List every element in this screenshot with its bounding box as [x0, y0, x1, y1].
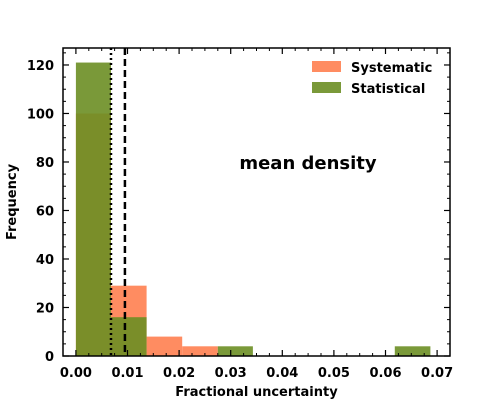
- legend: Systematic Statistical: [312, 61, 432, 97]
- y-axis-ticks: 0 20 40 60 80 100 120: [27, 52, 450, 365]
- bar-statistical-3: [394, 346, 431, 356]
- y-tick-label: 120: [27, 59, 54, 74]
- x-axis-label: Fractional uncertainty: [175, 385, 338, 400]
- x-tick-label: 0.02: [163, 366, 195, 381]
- x-tick-label: 0.06: [369, 366, 401, 381]
- bar-statistical-0: [75, 62, 111, 357]
- y-tick-label: 40: [36, 253, 54, 268]
- x-tick-label: 0.01: [111, 366, 143, 381]
- bar-statistical-1: [110, 317, 147, 356]
- legend-swatch-statistical: [312, 82, 341, 93]
- y-tick-label: 20: [36, 301, 54, 316]
- x-tick-label: 0.07: [421, 366, 453, 381]
- y-tick-label: 60: [36, 204, 54, 219]
- bar-statistical-2: [217, 346, 253, 356]
- reference-lines-layer: [109, 48, 127, 356]
- bar-systematic-2: [146, 336, 183, 356]
- x-axis-ticks: 0.00 0.01 0.02 0.03 0.04 0.05 0.06 0.07: [60, 48, 453, 381]
- y-tick-label: 80: [36, 156, 54, 171]
- x-tick-label: 0.00: [60, 366, 92, 381]
- y-tick-label: 0: [45, 350, 54, 365]
- chart-annotation: mean density: [239, 153, 377, 174]
- legend-label-systematic: Systematic: [351, 61, 432, 76]
- legend-label-statistical: Statistical: [351, 82, 425, 97]
- x-tick-label: 0.04: [266, 366, 298, 381]
- x-tick-label: 0.05: [318, 366, 350, 381]
- x-tick-label: 0.03: [215, 366, 247, 381]
- legend-swatch-systematic: [312, 61, 341, 72]
- bars-layer: [75, 62, 431, 357]
- y-axis-label: Frequency: [5, 163, 20, 240]
- y-tick-label: 100: [27, 107, 54, 122]
- bar-systematic-3: [182, 346, 218, 356]
